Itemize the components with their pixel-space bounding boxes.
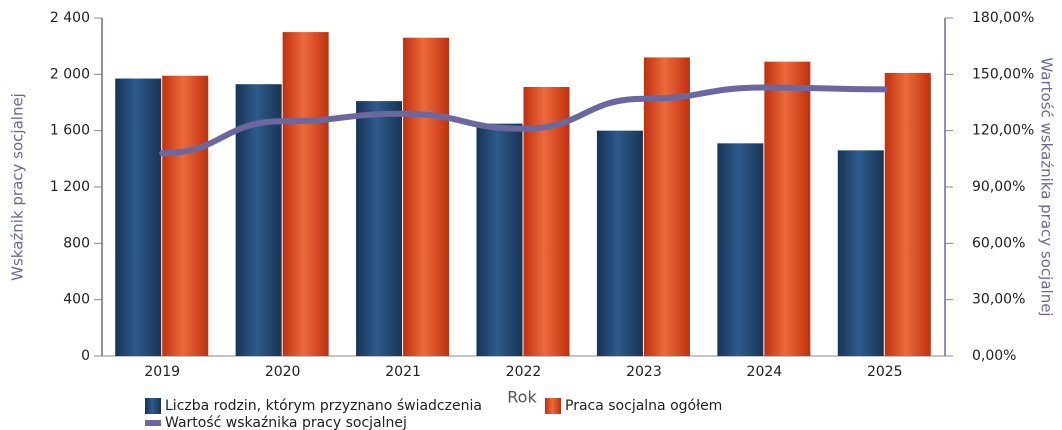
bar bbox=[596, 130, 643, 356]
x-tick-label: 2022 bbox=[506, 364, 542, 380]
bar bbox=[356, 101, 403, 356]
bar bbox=[162, 75, 209, 356]
bar bbox=[282, 32, 329, 356]
y2-tick-label: 90,00% bbox=[972, 179, 1025, 195]
x-tick-label: 2025 bbox=[867, 364, 903, 380]
legend-swatch bbox=[545, 398, 561, 414]
y2-tick-label: 0,00% bbox=[972, 348, 1016, 364]
bar bbox=[115, 78, 162, 356]
y-tick-label: 0 bbox=[81, 348, 90, 364]
bar bbox=[837, 150, 884, 356]
y-tick-label: 400 bbox=[63, 292, 90, 308]
bar bbox=[717, 143, 764, 356]
x-tick-label: 2023 bbox=[626, 364, 662, 380]
legend-swatch bbox=[145, 398, 161, 414]
y-axis-title: Wskaźnik pracy socjalnej bbox=[9, 93, 27, 281]
y2-tick-label: 150,00% bbox=[972, 66, 1034, 82]
y2-tick-label: 60,00% bbox=[972, 235, 1025, 251]
bar bbox=[403, 37, 450, 356]
x-tick-label: 2020 bbox=[265, 364, 301, 380]
legend-label: Wartość wskaźnika pracy socjalnej bbox=[165, 415, 407, 430]
y2-tick-label: 30,00% bbox=[972, 292, 1025, 308]
x-tick-label: 2019 bbox=[144, 364, 180, 380]
legend-label: Liczba rodzin, którym przyznano świadcze… bbox=[165, 398, 482, 414]
x-tick-label: 2021 bbox=[385, 364, 421, 380]
y-tick-label: 800 bbox=[63, 235, 90, 251]
bar bbox=[884, 72, 931, 357]
y-tick-label: 1 600 bbox=[50, 123, 90, 139]
line bbox=[159, 84, 888, 157]
bar bbox=[476, 123, 523, 356]
y2-tick-label: 120,00% bbox=[972, 123, 1034, 139]
y2-tick-label: 180,00% bbox=[972, 10, 1034, 26]
x-axis-title: Rok bbox=[507, 388, 537, 407]
y-tick-label: 2 400 bbox=[50, 10, 90, 26]
legend-swatch bbox=[145, 420, 161, 426]
y2-axis-title: Wartość wskaźnika pracy socjalnej bbox=[1038, 57, 1056, 316]
bar bbox=[764, 61, 811, 357]
y-tick-label: 1 200 bbox=[50, 179, 90, 195]
y-tick-label: 2 000 bbox=[50, 66, 90, 82]
bar bbox=[643, 57, 690, 356]
legend-label: Praca socjalna ogółem bbox=[565, 398, 722, 414]
x-tick-label: 2024 bbox=[747, 364, 783, 380]
bar bbox=[523, 87, 570, 356]
